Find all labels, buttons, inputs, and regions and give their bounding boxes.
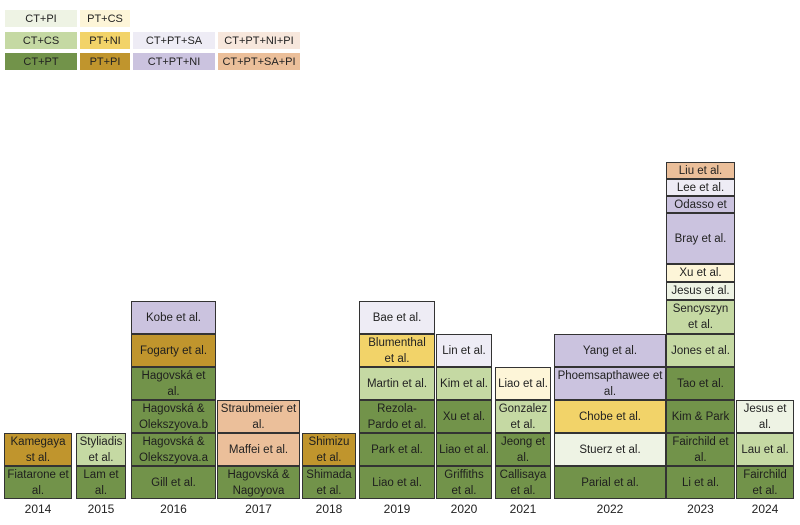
- study-cell: Fairchild et al.: [666, 433, 735, 466]
- study-cell: Rezola-Pardo et al.: [359, 400, 435, 433]
- legend-item: CT+PT+SA: [132, 31, 216, 50]
- study-cell: Shimada et al.: [302, 466, 356, 499]
- x-tick-label: 2017: [245, 502, 272, 516]
- legend-item: CT+PT+SA+PI: [217, 52, 301, 71]
- study-cell: Liao et al.: [495, 367, 551, 400]
- study-cell: Gill et al.: [131, 466, 216, 499]
- study-cell: Lam et al.: [76, 466, 126, 499]
- study-cell: Jesus et al.: [666, 282, 735, 300]
- study-cell: Yang et al.: [554, 334, 666, 367]
- legend-item: CT+CS: [4, 31, 78, 50]
- study-cell: Straubmeier et al.: [217, 400, 300, 433]
- legend-item: CT+PT: [4, 52, 78, 71]
- study-cell: Kim & Park: [666, 400, 735, 433]
- study-cell: Phoemsapthawee et al.: [554, 367, 666, 400]
- study-cell: Kobe et al.: [131, 301, 216, 334]
- study-cell: Griffiths et al.: [436, 466, 492, 499]
- study-cell: Liao et al.: [436, 433, 492, 466]
- study-cell: Styliadis et al.: [76, 433, 126, 466]
- study-cell: Stuerz et al.: [554, 433, 666, 466]
- legend-item: CT+PI: [4, 9, 78, 28]
- legend-item: CT+PT+NI+PI: [217, 31, 301, 50]
- study-cell: Hagovská & Nagoyova: [217, 466, 300, 499]
- study-cell: Xu et al.: [436, 400, 492, 433]
- study-cell: Jones et al.: [666, 334, 735, 367]
- study-cell: Hagovská et al.: [131, 367, 216, 400]
- legend-item: PT+NI: [79, 31, 131, 50]
- study-cell: Jeong et al.: [495, 433, 551, 466]
- x-tick-label: 2021: [509, 502, 537, 516]
- study-cell: Xu et al.: [666, 264, 735, 282]
- x-tick-label: 2024: [751, 502, 779, 516]
- study-cell: Liu et al.: [666, 162, 735, 179]
- study-cell: Liao et al.: [359, 466, 435, 499]
- study-cell: Bray et al.: [666, 213, 735, 264]
- study-cell: Parial et al.: [554, 466, 666, 499]
- study-cell: Fairchild et al.: [736, 466, 794, 499]
- study-cell: Lau et al.: [736, 433, 794, 466]
- legend-item: CT+PT+NI: [132, 52, 216, 71]
- study-cell: Bae et al.: [359, 301, 435, 334]
- study-cell: Jesus et al.: [736, 400, 794, 433]
- legend-item: PT+CS: [79, 9, 131, 28]
- x-tick-label: 2019: [383, 502, 411, 516]
- x-tick-label: 2018: [315, 502, 343, 516]
- study-cell: Lee et al.: [666, 179, 735, 196]
- study-cell: Gonzalez et al.: [495, 400, 551, 433]
- study-cell: Hagovská & Olekszyova.b: [131, 400, 216, 433]
- study-cell: Tao et al.: [666, 367, 735, 400]
- study-cell: Maffei et al.: [217, 433, 300, 466]
- x-tick-label: 2022: [596, 502, 624, 516]
- study-cell: Chobe et al.: [554, 400, 666, 433]
- study-cell: Montero-Odasso et al.: [666, 196, 735, 213]
- study-cell: Park et al.: [359, 433, 435, 466]
- legend-item: PT+PI: [79, 52, 131, 71]
- study-cell: Lin et al.: [436, 334, 492, 367]
- study-cell: Sencyszyn et al.: [666, 300, 735, 334]
- study-cell: Fogarty et al.: [131, 334, 216, 367]
- study-cell: Shimizu et al.: [302, 433, 356, 466]
- study-cell: Callisaya et al.: [495, 466, 551, 499]
- study-cell: Blumenthal et al.: [359, 334, 435, 367]
- study-cell: Kim et al.: [436, 367, 492, 400]
- x-tick-label: 2014: [24, 502, 52, 516]
- study-cell: Hagovská & Olekszyova.a: [131, 433, 216, 466]
- study-cell: Kamegaya st al.: [4, 433, 72, 466]
- study-cell: Fiatarone et al.: [4, 466, 72, 499]
- x-tick-label: 2023: [687, 502, 714, 516]
- x-tick-label: 2015: [87, 502, 115, 516]
- study-cell: Martin et al.: [359, 367, 435, 400]
- x-tick-label: 2020: [450, 502, 478, 516]
- x-tick-label: 2016: [160, 502, 187, 516]
- study-cell: Li et al.: [666, 466, 735, 499]
